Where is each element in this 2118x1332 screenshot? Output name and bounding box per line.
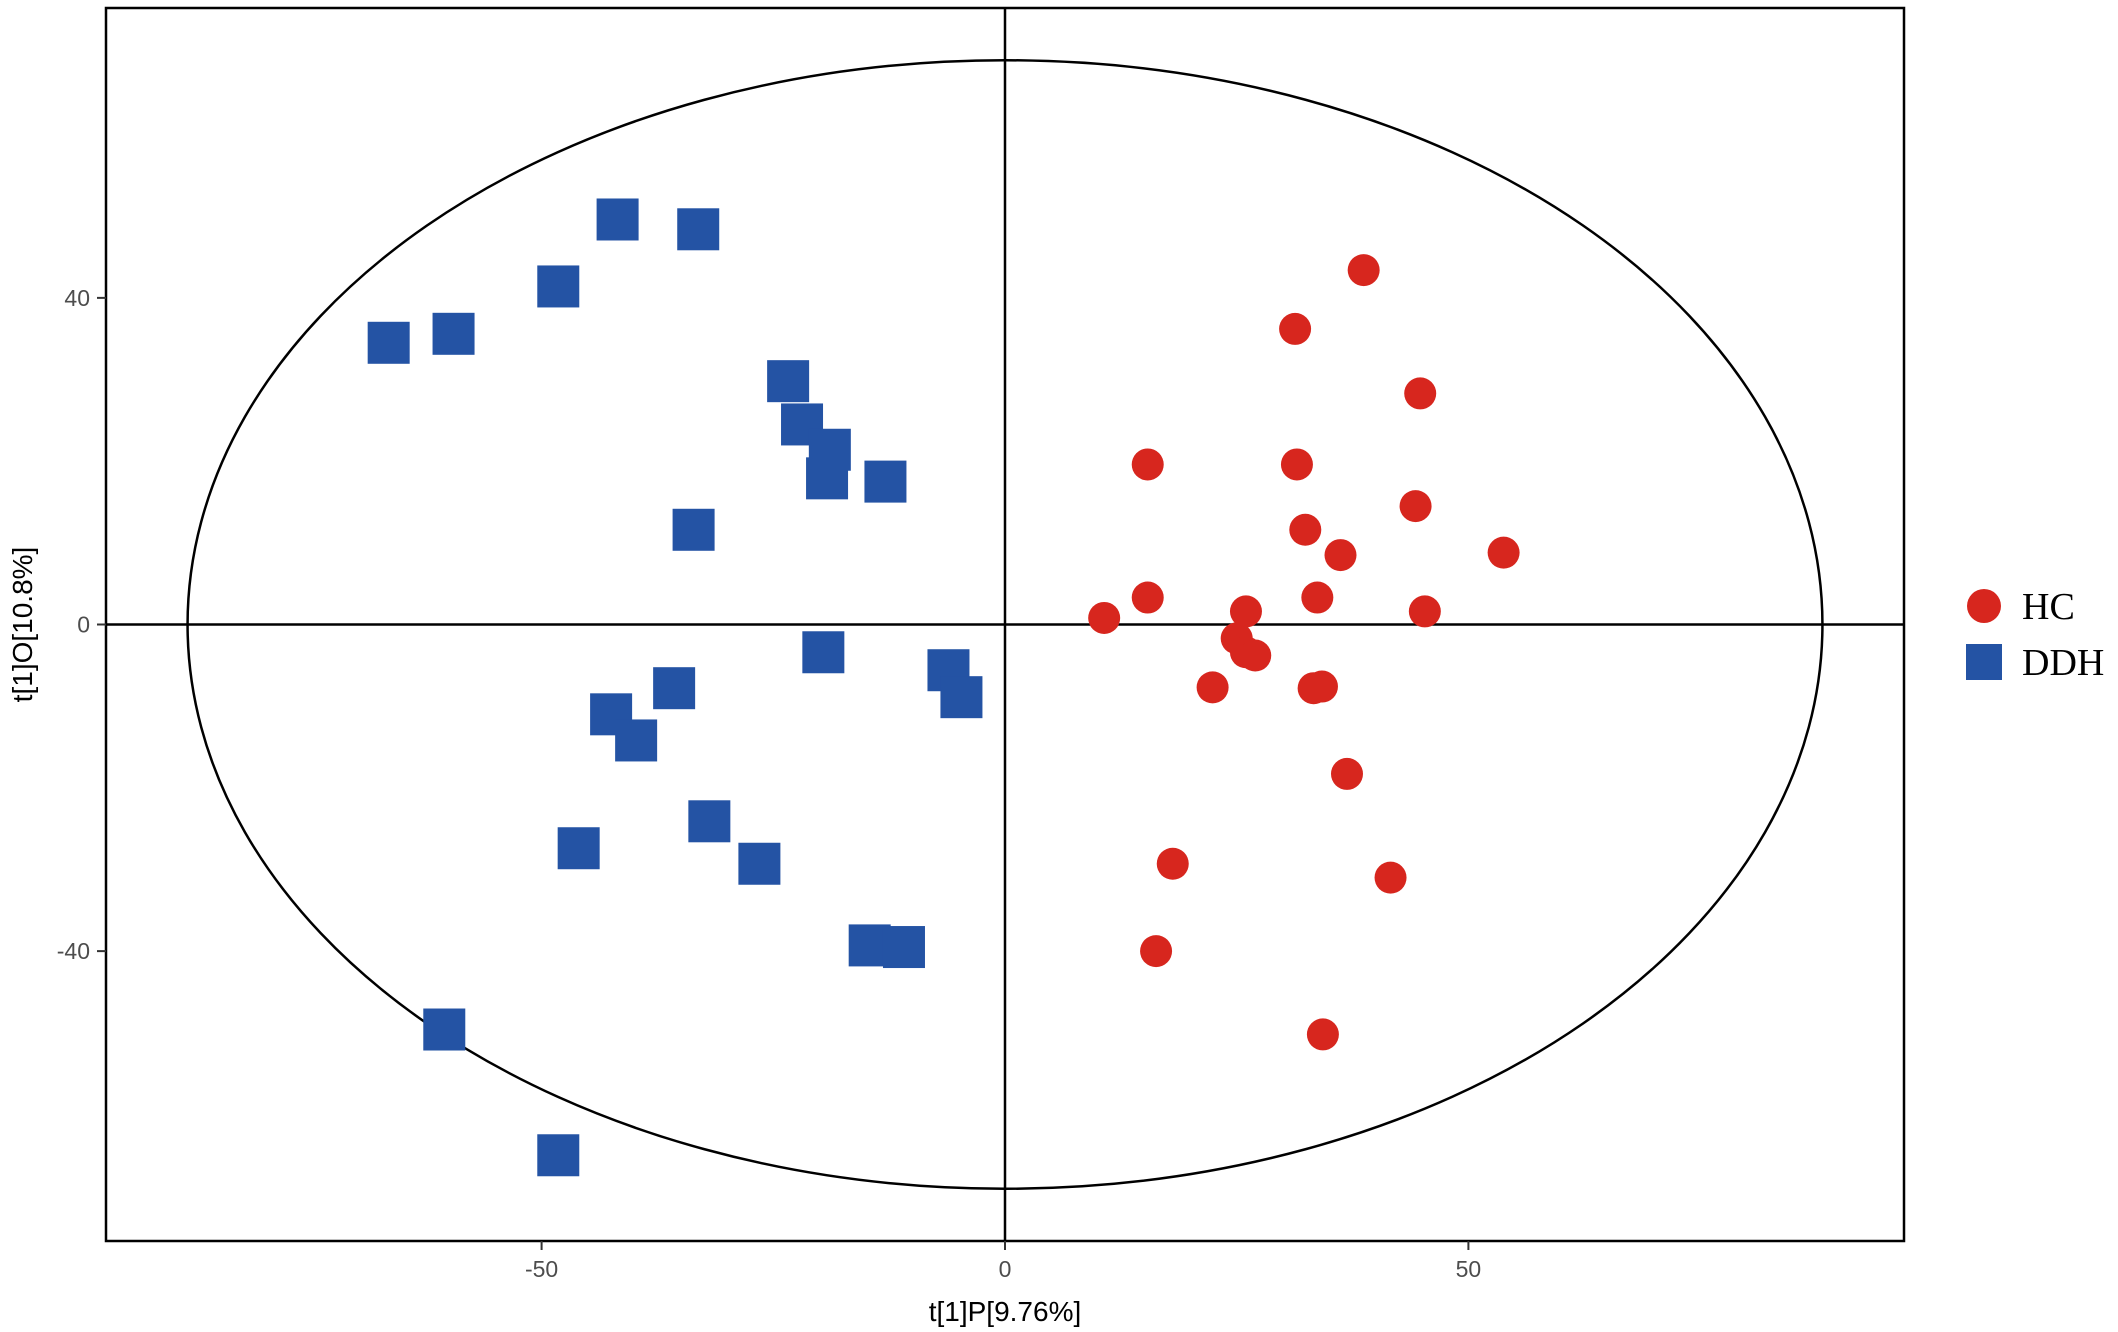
point-hc [1408,595,1441,628]
y-axis-title: t[1]O[10.8%] [7,547,38,703]
point-hc [1289,513,1322,546]
point-hc [1487,536,1520,569]
point-hc [1404,377,1437,410]
point-hc [1306,1018,1339,1051]
point-hc [1305,670,1338,703]
point-hc [1301,581,1334,614]
point-ddh [672,508,715,551]
x-axis-title: t[1]P[9.76%] [929,1296,1082,1327]
point-hc [1374,861,1407,894]
legend: HC DDH [1966,586,2104,684]
x-tick-label: 50 [1456,1256,1482,1282]
point-ddh [738,842,781,885]
point-hc [1131,581,1164,614]
point-hc [1330,757,1363,790]
point-ddh [882,926,925,969]
point-ddh [688,800,731,843]
point-ddh [802,631,845,674]
point-ddh [677,208,720,251]
point-ddh [367,321,410,364]
y-tick-label: 0 [77,612,90,638]
point-hc [1399,490,1432,523]
point-hc [1239,639,1272,672]
y-tick-label: 40 [64,285,90,311]
point-ddh [432,312,475,355]
point-ddh [615,719,658,762]
point-hc [1279,312,1312,345]
legend-key-ddh [1966,644,2002,680]
point-ddh [864,460,907,503]
point-hc [1324,539,1357,572]
point-ddh [557,827,600,870]
point-ddh [940,676,983,719]
point-hc [1131,448,1164,481]
point-ddh [808,428,851,471]
point-hc [1156,847,1189,880]
point-ddh [596,198,639,241]
y-tick-label: -40 [57,938,90,964]
point-hc [1347,254,1380,287]
legend-key-hc [1967,589,2001,623]
x-tick-label: -50 [525,1256,558,1282]
legend-label-ddh: DDH [2022,642,2104,684]
point-hc [1140,935,1173,968]
point-hc [1280,448,1313,481]
legend-label-hc: HC [2022,586,2075,628]
point-hc [1088,601,1121,634]
point-hc [1196,671,1229,704]
x-tick-label: 0 [999,1256,1012,1282]
point-ddh [537,265,580,308]
point-ddh [767,360,810,403]
point-ddh [653,667,696,710]
point-hc [1229,595,1262,628]
point-ddh [423,1008,466,1051]
point-ddh [537,1134,580,1177]
